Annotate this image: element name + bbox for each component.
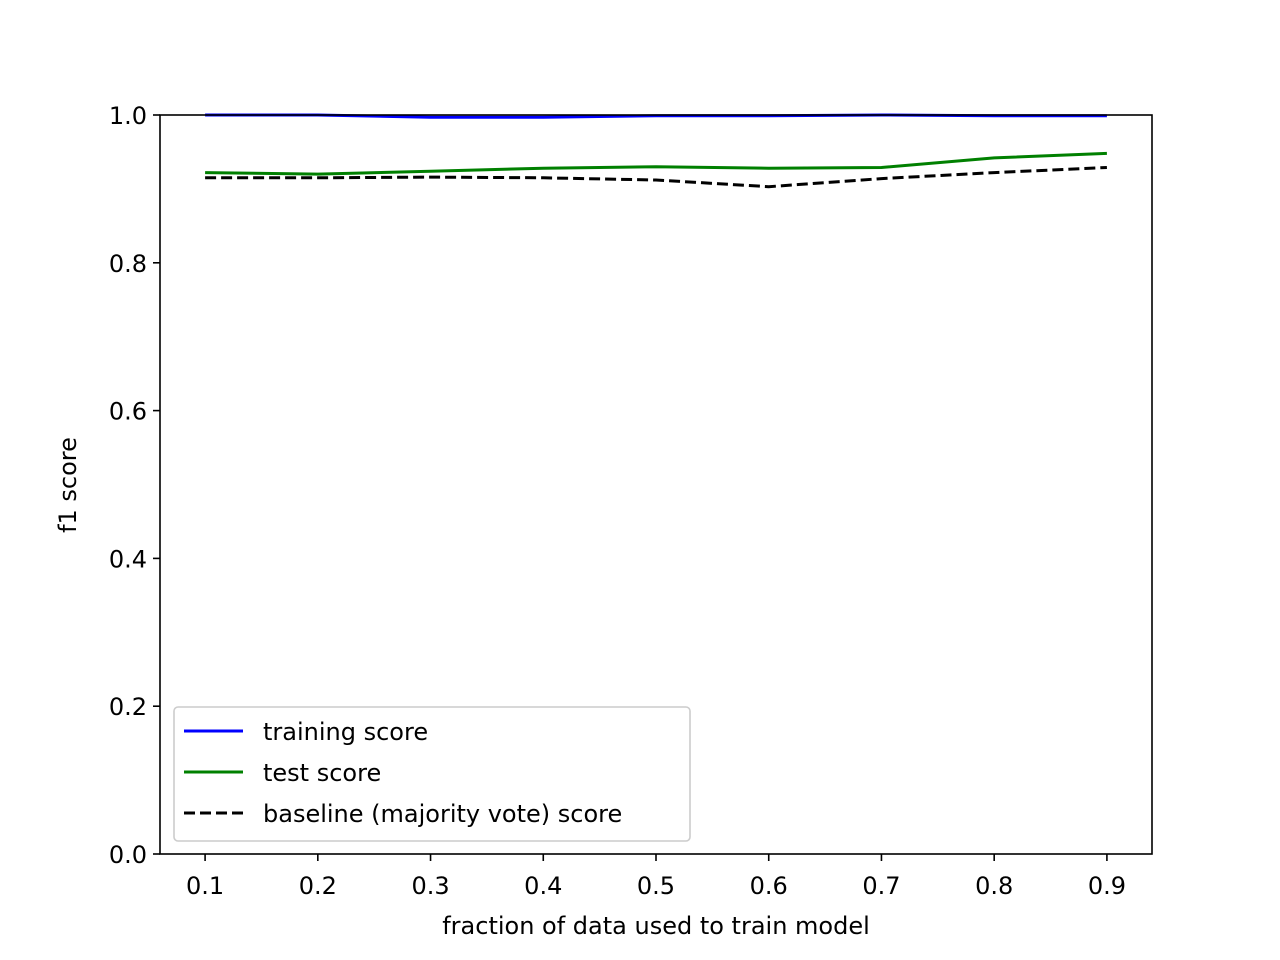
x-tick-label: 0.4 <box>524 872 562 900</box>
x-axis: 0.1 0.2 0.3 0.4 0.5 0.6 0.7 0.8 0.9 <box>186 854 1126 900</box>
y-tick-label: 1.0 <box>109 102 147 130</box>
y-tick-label: 0.6 <box>109 398 147 426</box>
y-tick-label: 0.0 <box>109 841 147 869</box>
x-tick-label: 0.8 <box>975 872 1013 900</box>
y-tick-label: 0.4 <box>109 545 147 573</box>
y-axis-label: f1 score <box>54 437 82 533</box>
y-tick-label: 0.8 <box>109 250 147 278</box>
x-tick-label: 0.1 <box>186 872 224 900</box>
x-tick-label: 0.2 <box>299 872 337 900</box>
series-line-2 <box>205 166 1107 189</box>
y-axis: 0.0 0.2 0.4 0.6 0.8 1.0 <box>109 102 160 869</box>
x-tick-label: 0.6 <box>750 872 788 900</box>
x-tick-label: 0.5 <box>637 872 675 900</box>
legend-label-2: baseline (majority vote) score <box>263 800 622 828</box>
x-tick-label: 0.3 <box>411 872 449 900</box>
legend-box <box>173 706 691 842</box>
legend-label-1: test score <box>263 759 381 787</box>
legend-label-0: training score <box>263 718 428 746</box>
legend: training score test score baseline (majori… <box>173 706 691 842</box>
x-axis-label: fraction of data used to train model <box>442 912 870 940</box>
series-line-1 <box>205 151 1107 176</box>
y-tick-label: 0.2 <box>109 693 147 721</box>
x-tick-label: 0.7 <box>862 872 900 900</box>
x-tick-label: 0.9 <box>1088 872 1126 900</box>
